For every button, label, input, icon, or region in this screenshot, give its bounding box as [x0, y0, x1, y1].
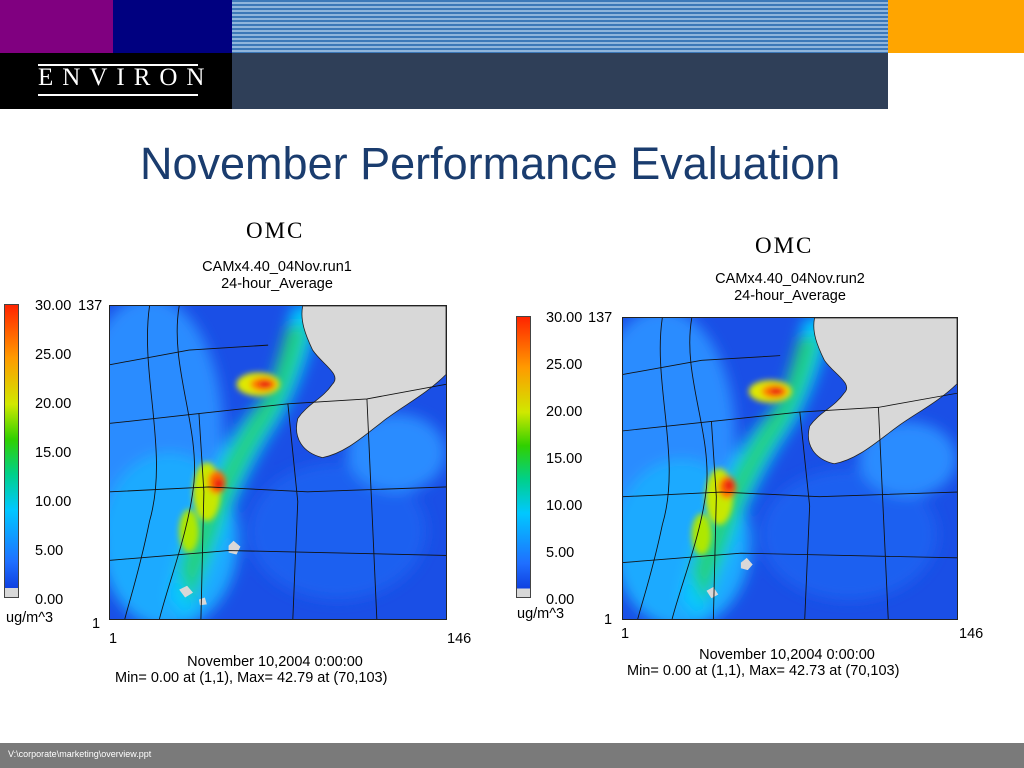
color-scale-bar — [4, 304, 19, 598]
run-label: CAMx4.40_04Nov.run2 — [715, 271, 865, 287]
scale-tick-label: 20.00 — [546, 404, 583, 420]
scale-tick-label: 25.00 — [35, 347, 72, 363]
scale-tick-label: 5.00 — [35, 543, 64, 559]
footer-file-path: V:\corporate\marketing\overview.ppt — [8, 749, 152, 759]
x-axis-max-label: 146 — [447, 631, 472, 647]
logo-text: ENVIRON — [38, 64, 214, 91]
species-label: OMC — [246, 218, 305, 243]
scale-tick-label: 25.00 — [546, 357, 583, 373]
timestamp-label: November 10,2004 0:00:00 — [187, 654, 363, 670]
banner-logo-background — [0, 53, 232, 109]
scale-tick-label: 10.00 — [546, 498, 583, 514]
header-banner: ENVIRON — [0, 0, 1024, 110]
scale-tick-label: 20.00 — [35, 396, 72, 412]
concentration-map — [109, 305, 447, 620]
scale-tick-label: 30.00 — [35, 298, 72, 314]
min-max-label: Min= 0.00 at (1,1), Max= 42.79 at (70,10… — [115, 670, 388, 686]
plot-panel-2: OMC CAMx4.40_04Nov.run2 24-hour_Average … — [512, 0, 1024, 700]
banner-orange-block — [888, 0, 1024, 53]
units-label: ug/m^3 — [517, 606, 565, 622]
x-axis-min-label: 1 — [621, 626, 630, 642]
scale-tick-label: 15.00 — [35, 445, 72, 461]
run-label: CAMx4.40_04Nov.run1 — [202, 259, 352, 275]
units-label: ug/m^3 — [6, 610, 54, 626]
scale-max-corner-label: 137 — [78, 298, 103, 314]
scale-tick-label: 5.00 — [546, 545, 575, 561]
plot-panel-1: OMC CAMx4.40_04Nov.run1 24-hour_Average … — [0, 0, 512, 700]
banner-navy-block — [113, 0, 232, 53]
timestamp-label: November 10,2004 0:00:00 — [699, 647, 875, 663]
scale-tick-label: 30.00 — [546, 310, 583, 326]
environ-logo: ENVIRON — [38, 64, 214, 97]
y-axis-min-label: 1 — [604, 612, 613, 628]
y-axis-min-label: 1 — [92, 616, 101, 632]
x-axis-min-label: 1 — [109, 631, 118, 647]
species-label: OMC — [755, 233, 814, 258]
period-label: 24-hour_Average — [221, 276, 333, 292]
banner-purple-block — [0, 0, 113, 53]
x-axis-max-label: 146 — [959, 626, 984, 642]
concentration-map — [622, 317, 958, 620]
slide-title: November Performance Evaluation — [140, 138, 841, 189]
scale-tick-label: 0.00 — [35, 592, 64, 608]
scale-tick-label: 0.00 — [546, 592, 575, 608]
scale-max-corner-label: 137 — [588, 310, 613, 326]
footer-bar: V:\corporate\marketing\overview.ppt — [0, 743, 1024, 768]
period-label: 24-hour_Average — [734, 288, 846, 304]
scale-tick-label: 10.00 — [35, 494, 72, 510]
scale-tick-label: 15.00 — [546, 451, 583, 467]
min-max-label: Min= 0.00 at (1,1), Max= 42.73 at (70,10… — [627, 663, 900, 679]
banner-slate-block — [232, 53, 888, 109]
banner-striped-block — [232, 0, 888, 53]
color-scale-bar — [516, 316, 531, 598]
